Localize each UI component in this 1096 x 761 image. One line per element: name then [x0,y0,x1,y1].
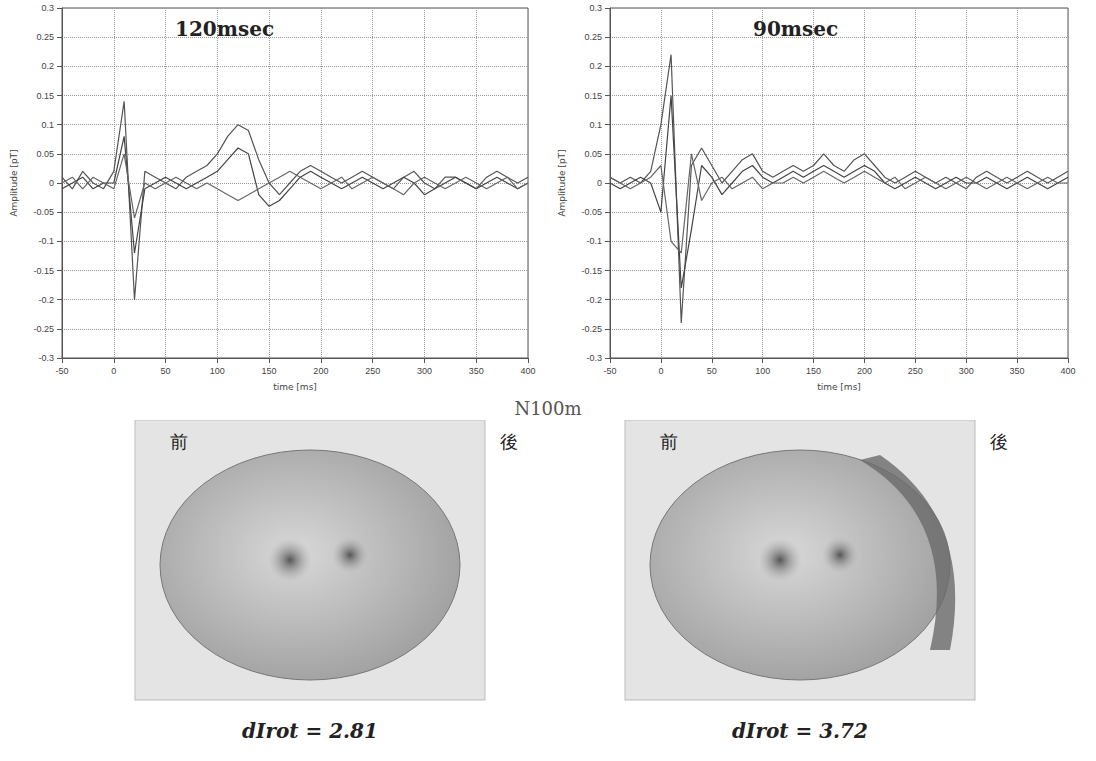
svg-text:300: 300 [417,366,432,376]
svg-text:後: 後 [990,431,1008,452]
svg-text:-0.3: -0.3 [38,353,54,363]
svg-text:100: 100 [210,366,225,376]
svg-text:350: 350 [1010,366,1025,376]
svg-text:0.3: 0.3 [41,3,54,13]
svg-text:0.1: 0.1 [41,120,54,130]
svg-text:-0.1: -0.1 [586,236,602,246]
svg-text:Amplitude [pT]: Amplitude [pT] [557,149,567,216]
svg-text:120msec: 120msec [175,17,274,41]
svg-text:time [ms]: time [ms] [273,382,317,392]
svg-text:250: 250 [908,366,923,376]
svg-text:前: 前 [660,431,678,452]
svg-text:-0.05: -0.05 [581,207,602,217]
svg-text:-0.05: -0.05 [33,207,54,217]
svg-text:-50: -50 [603,366,616,376]
svg-text:0.2: 0.2 [589,61,602,71]
svg-text:50: 50 [161,366,171,376]
svg-text:-0.2: -0.2 [586,295,602,305]
svg-text:0.05: 0.05 [584,149,602,159]
svg-text:0: 0 [49,178,54,188]
svg-text:-0.15: -0.15 [581,266,602,276]
svg-text:0: 0 [111,366,116,376]
svg-text:100: 100 [755,366,770,376]
svg-text:350: 350 [469,366,484,376]
svg-text:0.25: 0.25 [584,32,602,42]
svg-text:90msec: 90msec [753,17,838,41]
svg-text:400: 400 [520,366,535,376]
svg-text:250: 250 [365,366,380,376]
html-text:N100m: N100m [514,398,582,419]
svg-text:0.2: 0.2 [41,61,54,71]
svg-text:0.1: 0.1 [589,120,602,130]
svg-text:dIrot = 2.81: dIrot = 2.81 [242,719,378,743]
svg-text:0.25: 0.25 [36,32,54,42]
svg-text:300: 300 [959,366,974,376]
svg-text:150: 150 [262,366,277,376]
svg-text:time [ms]: time [ms] [817,382,861,392]
svg-text:400: 400 [1060,366,1075,376]
svg-text:前: 前 [170,431,188,452]
svg-text:0.05: 0.05 [36,149,54,159]
svg-text:0.15: 0.15 [36,91,54,101]
svg-text:-0.3: -0.3 [586,353,602,363]
svg-text:-0.1: -0.1 [38,236,54,246]
svg-text:-0.25: -0.25 [33,324,54,334]
svg-text:0.15: 0.15 [584,91,602,101]
svg-text:-50: -50 [55,366,68,376]
svg-text:dIrot = 3.72: dIrot = 3.72 [732,719,868,743]
svg-text:200: 200 [313,366,328,376]
svg-text:-0.2: -0.2 [38,295,54,305]
svg-text:0: 0 [597,178,602,188]
svg-text:-0.25: -0.25 [581,324,602,334]
svg-text:200: 200 [857,366,872,376]
svg-text:Amplitude [pT]: Amplitude [pT] [9,149,19,216]
svg-text:後: 後 [500,431,518,452]
svg-text:0.3: 0.3 [589,3,602,13]
svg-text:-0.15: -0.15 [33,266,54,276]
svg-text:50: 50 [707,366,717,376]
svg-text:0: 0 [658,366,663,376]
svg-text:150: 150 [806,366,821,376]
